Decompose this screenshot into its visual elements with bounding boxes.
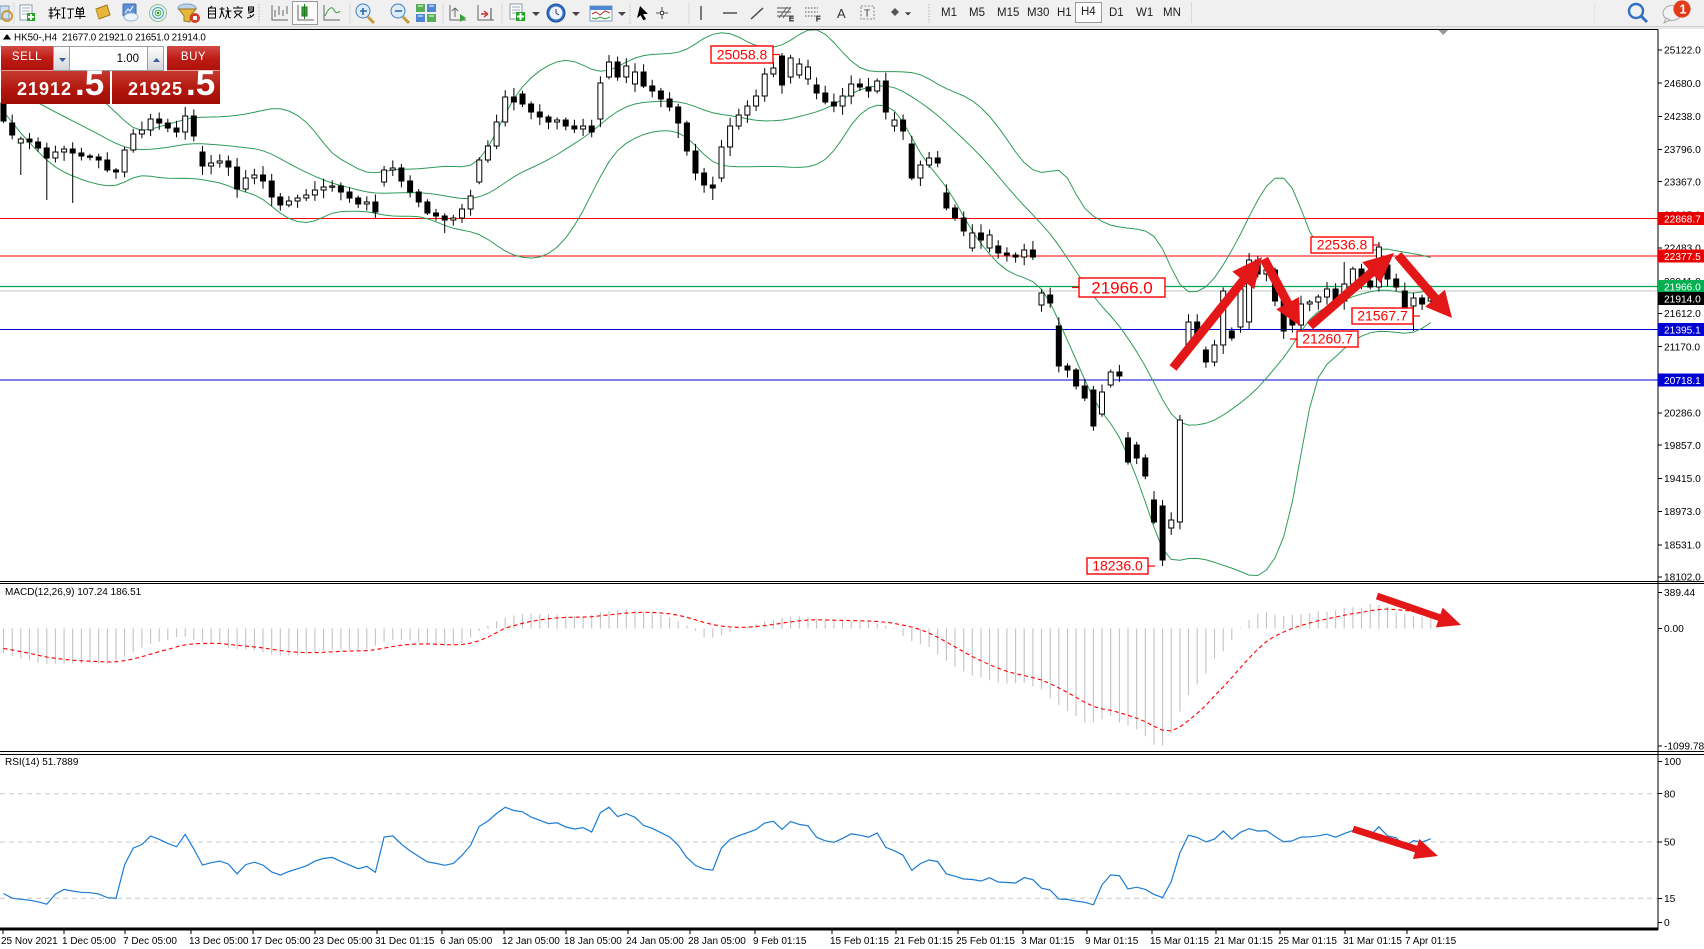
svg-text:HK50-,H4: HK50-,H4 <box>14 33 58 44</box>
svg-text:21914.0: 21914.0 <box>1664 294 1701 305</box>
svg-text:18 Jan 05:00: 18 Jan 05:00 <box>564 936 622 947</box>
svg-text:21170.0: 21170.0 <box>1664 342 1700 353</box>
svg-text:22483.0: 22483.0 <box>1664 244 1701 255</box>
svg-text:28 Jan 05:00: 28 Jan 05:00 <box>688 936 746 947</box>
svg-text:T: T <box>864 9 870 20</box>
svg-text:0: 0 <box>1664 918 1670 929</box>
svg-text:21966.0: 21966.0 <box>1664 282 1701 293</box>
svg-text:21395.1: 21395.1 <box>1664 325 1701 336</box>
svg-text:1 Dec 05:00: 1 Dec 05:00 <box>62 936 116 947</box>
svg-text:22377.5: 22377.5 <box>1664 252 1701 263</box>
svg-text:E: E <box>789 16 794 23</box>
svg-text:18973.0: 18973.0 <box>1664 507 1701 518</box>
svg-text:13 Dec 05:00: 13 Dec 05:00 <box>189 936 249 947</box>
svg-text:9 Feb 01:15: 9 Feb 01:15 <box>753 936 807 947</box>
svg-text:18236.0: 18236.0 <box>1092 558 1143 574</box>
svg-text:24 Jan 05:00: 24 Jan 05:00 <box>626 936 684 947</box>
svg-text:21 Mar 01:15: 21 Mar 01:15 <box>1214 936 1273 947</box>
svg-text:19415.0: 19415.0 <box>1664 474 1701 485</box>
svg-text:25122.0: 25122.0 <box>1664 46 1701 57</box>
svg-text:22868.7: 22868.7 <box>1664 214 1701 225</box>
svg-text:7 Apr 01:15: 7 Apr 01:15 <box>1405 936 1457 947</box>
svg-text:21612.0: 21612.0 <box>1664 309 1701 320</box>
svg-text:7 Dec 05:00: 7 Dec 05:00 <box>123 936 177 947</box>
svg-text:25 Nov 2021: 25 Nov 2021 <box>1 936 58 947</box>
svg-text:6 Jan 05:00: 6 Jan 05:00 <box>440 936 493 947</box>
svg-text:3 Mar 01:15: 3 Mar 01:15 <box>1021 936 1075 947</box>
svg-text:80: 80 <box>1664 789 1676 800</box>
svg-text:23367.0: 23367.0 <box>1664 177 1701 188</box>
svg-text:21260.7: 21260.7 <box>1302 331 1353 347</box>
svg-text:31 Mar 01:15: 31 Mar 01:15 <box>1343 936 1402 947</box>
svg-text:24238.0: 24238.0 <box>1664 112 1701 123</box>
svg-text:50: 50 <box>1664 838 1676 849</box>
svg-text:17 Dec 05:00: 17 Dec 05:00 <box>251 936 311 947</box>
svg-text:-1099.78: -1099.78 <box>1664 742 1704 753</box>
svg-text:21677.0 21921.0 21651.0 21914.: 21677.0 21921.0 21651.0 21914.0 <box>62 33 206 44</box>
svg-text:21567.7: 21567.7 <box>1357 308 1408 324</box>
svg-text:12 Jan 05:00: 12 Jan 05:00 <box>502 936 560 947</box>
svg-text:22536.8: 22536.8 <box>1317 237 1368 253</box>
svg-text:15: 15 <box>1664 894 1676 905</box>
svg-text:20286.0: 20286.0 <box>1664 409 1701 420</box>
svg-text:1: 1 <box>1680 3 1687 17</box>
svg-text:18531.0: 18531.0 <box>1664 540 1701 551</box>
svg-text:21 Feb 01:15: 21 Feb 01:15 <box>894 936 953 947</box>
svg-text:389.44: 389.44 <box>1664 588 1695 599</box>
svg-text:23796.0: 23796.0 <box>1664 145 1701 156</box>
svg-text:15 Feb 01:15: 15 Feb 01:15 <box>830 936 889 947</box>
svg-text:0.00: 0.00 <box>1664 624 1684 635</box>
svg-text:MACD(12,26,9) 107.24 186.51: MACD(12,26,9) 107.24 186.51 <box>5 587 142 598</box>
svg-text:31 Dec 01:15: 31 Dec 01:15 <box>375 936 435 947</box>
svg-text:18102.0: 18102.0 <box>1664 573 1701 584</box>
svg-text:15 Mar 01:15: 15 Mar 01:15 <box>1150 936 1209 947</box>
svg-text:25058.8: 25058.8 <box>717 47 768 63</box>
svg-text:24680.0: 24680.0 <box>1664 79 1701 90</box>
svg-text:20718.1: 20718.1 <box>1664 376 1701 387</box>
svg-text:23 Dec 05:00: 23 Dec 05:00 <box>313 936 373 947</box>
svg-text:25 Feb 01:15: 25 Feb 01:15 <box>956 936 1015 947</box>
svg-text:A: A <box>837 6 846 21</box>
svg-text:9 Mar 01:15: 9 Mar 01:15 <box>1085 936 1139 947</box>
svg-text:RSI(14) 51.7889: RSI(14) 51.7889 <box>5 757 79 768</box>
svg-text:21966.0: 21966.0 <box>1091 279 1152 298</box>
svg-text:19857.0: 19857.0 <box>1664 441 1701 452</box>
svg-text:25 Mar 01:15: 25 Mar 01:15 <box>1278 936 1337 947</box>
svg-text:100: 100 <box>1664 757 1681 768</box>
svg-text:F: F <box>816 16 820 23</box>
